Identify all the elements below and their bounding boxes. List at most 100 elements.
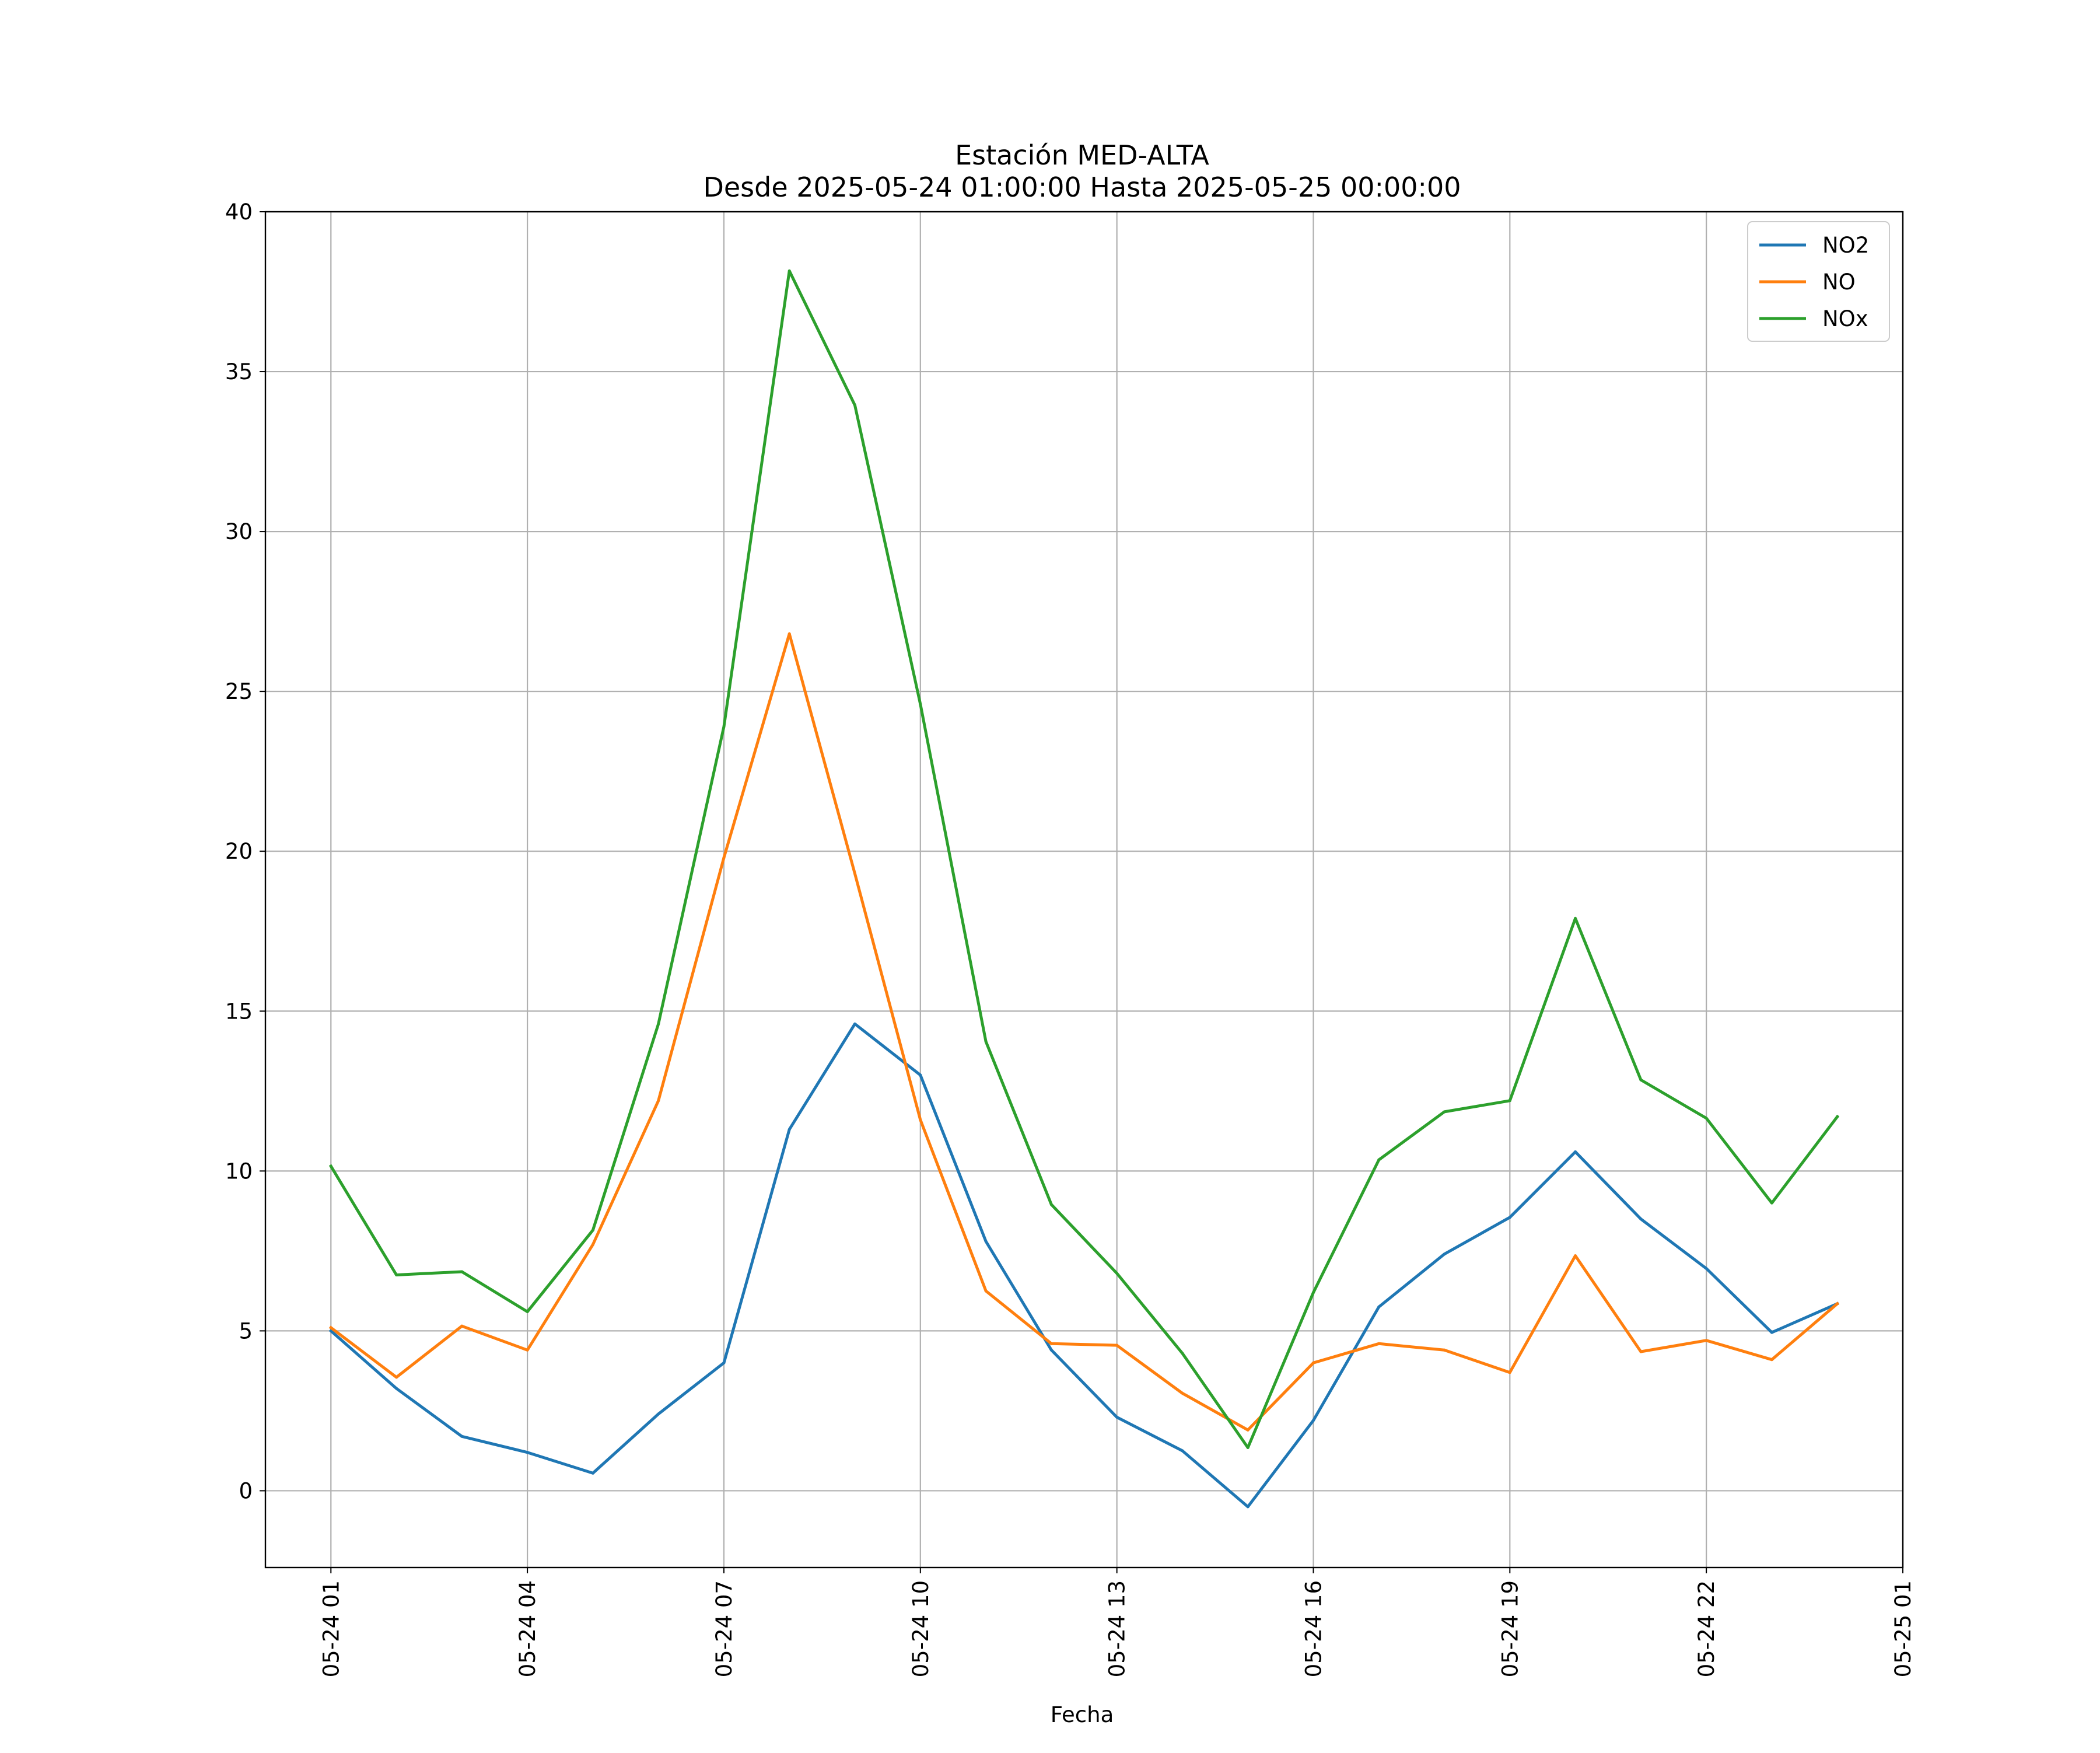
data-point-no2 [329, 1329, 332, 1332]
data-point-no [984, 1289, 988, 1293]
y-tick-label: 5 [239, 1318, 253, 1343]
data-point-no2 [1246, 1505, 1250, 1509]
data-point-no [1704, 1339, 1708, 1342]
legend-label: NO2 [1822, 233, 1869, 258]
data-point-no [722, 856, 726, 859]
data-point-nox [1311, 1291, 1315, 1294]
data-point-nox [1508, 1099, 1511, 1103]
data-point-nox [1770, 1201, 1773, 1205]
data-point-nox [1704, 1117, 1708, 1120]
data-point-no [1181, 1391, 1184, 1395]
data-point-no [591, 1243, 594, 1246]
y-tick-label: 15 [225, 999, 253, 1024]
y-tick-label: 20 [225, 839, 253, 864]
y-tick-label: 10 [225, 1159, 253, 1184]
x-tick-label: 05-24 22 [1694, 1580, 1719, 1677]
data-point-no2 [1377, 1305, 1381, 1308]
data-point-no2 [591, 1471, 594, 1475]
legend: NO2 NO NOx [1747, 221, 1890, 342]
data-point-no2 [657, 1412, 660, 1416]
data-point-nox [1639, 1078, 1643, 1082]
data-point-no [919, 1118, 922, 1122]
data-point-no2 [1115, 1415, 1119, 1419]
data-point-no2 [395, 1387, 398, 1390]
data-point-nox [919, 702, 922, 706]
data-point-no [1443, 1348, 1446, 1352]
x-tick-label: 05-24 04 [515, 1580, 540, 1677]
series-lines [328, 269, 1840, 1509]
data-point-no [657, 1099, 660, 1103]
data-point-no2 [1443, 1252, 1446, 1256]
data-point-no2 [722, 1361, 726, 1364]
data-point-no2 [1508, 1216, 1511, 1219]
data-point-no [1770, 1358, 1773, 1362]
y-tick-label: 35 [225, 359, 253, 384]
data-point-nox [1115, 1272, 1119, 1275]
y-tick-label: 30 [225, 519, 253, 544]
data-point-no [1377, 1342, 1381, 1345]
data-point-no2 [1770, 1331, 1773, 1334]
data-point-nox [395, 1273, 398, 1276]
y-tick-label: 25 [225, 679, 253, 704]
data-point-no [1574, 1254, 1577, 1258]
data-point-nox [788, 269, 791, 272]
data-point-no [1836, 1302, 1839, 1306]
data-point-nox [1574, 916, 1577, 920]
data-point-nox [329, 1164, 332, 1168]
y-tick-label: 0 [239, 1478, 253, 1503]
x-axis-label: Fecha [1051, 1702, 1114, 1727]
data-point-nox [1377, 1158, 1381, 1161]
data-point-no [460, 1324, 464, 1328]
x-tick-label: 05-25 01 [1891, 1580, 1916, 1677]
data-point-no [1049, 1342, 1053, 1345]
data-point-no2 [1704, 1267, 1708, 1271]
x-tick-label: 05-24 16 [1301, 1580, 1326, 1677]
data-point-no [395, 1376, 398, 1379]
data-point-no2 [984, 1240, 988, 1243]
data-point-no2 [526, 1451, 529, 1454]
chart-subtitle: Desde 2025-05-24 01:00:00 Hasta 2025-05-… [703, 172, 1461, 203]
data-point-no2 [1049, 1348, 1053, 1352]
data-point-nox [1181, 1352, 1184, 1355]
legend-label: NOx [1822, 306, 1868, 331]
data-point-no2 [853, 1022, 857, 1026]
data-point-nox [657, 1022, 660, 1026]
series-line-no [328, 632, 1840, 1432]
data-point-no [788, 632, 791, 636]
series-no [328, 632, 1840, 1432]
data-point-nox [853, 404, 857, 407]
data-point-no [853, 872, 857, 876]
x-tick-label: 05-24 07 [712, 1580, 737, 1677]
series-line-nox [328, 269, 1840, 1449]
data-point-no2 [1639, 1217, 1643, 1221]
data-point-no2 [1311, 1419, 1315, 1422]
data-point-no2 [1181, 1449, 1184, 1453]
data-point-no2 [460, 1434, 464, 1438]
data-point-nox [984, 1040, 988, 1043]
series-line-no2 [328, 1022, 1839, 1509]
series-nox [328, 269, 1840, 1449]
axes [260, 211, 1904, 1573]
chart-title: Estación MED-ALTA [955, 139, 1209, 171]
data-point-no [329, 1326, 332, 1329]
data-point-no2 [1574, 1150, 1577, 1153]
data-point-nox [460, 1270, 464, 1273]
x-tick-label: 05-24 19 [1497, 1580, 1522, 1677]
data-point-no [1115, 1343, 1119, 1347]
data-point-no2 [788, 1128, 791, 1131]
legend-box [1747, 221, 1890, 342]
y-tick-label: 40 [225, 200, 253, 225]
series-no2 [328, 1022, 1839, 1509]
data-point-nox [1443, 1110, 1446, 1114]
tick-labels: 0 5 10 15 20 25 30 35 40 05-24 01 05-24 04 05-24 07… [225, 200, 1916, 1677]
data-point-no2 [919, 1073, 922, 1077]
legend-label: NO [1822, 270, 1856, 295]
data-point-no [1311, 1361, 1315, 1364]
x-tick-label: 05-24 01 [318, 1580, 344, 1677]
data-point-nox [1049, 1203, 1053, 1206]
data-point-no [526, 1348, 529, 1352]
data-point-nox [1246, 1446, 1250, 1449]
data-point-no [1246, 1428, 1250, 1432]
